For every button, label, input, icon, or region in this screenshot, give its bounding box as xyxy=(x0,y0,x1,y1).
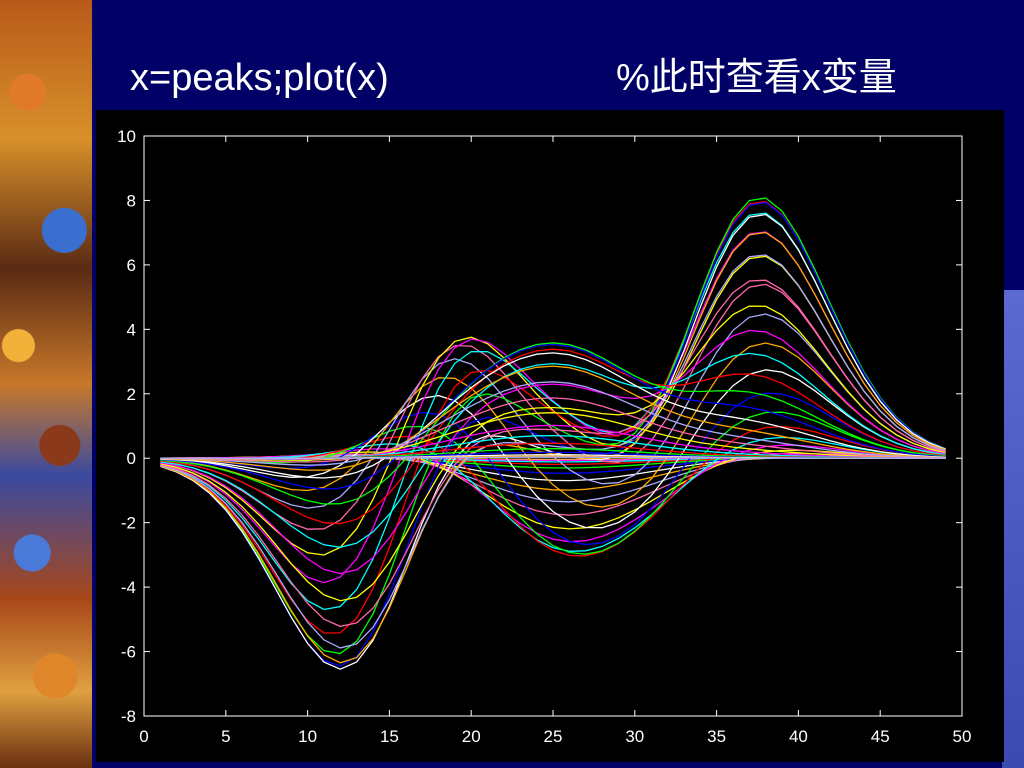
series-line-20 xyxy=(160,283,946,530)
series-line-31 xyxy=(160,305,946,602)
slide-title: x=peaks;plot(x) %此时查看x变量 xyxy=(130,52,960,108)
plot-panel: 0 5 10 15 20 25 30 35 40 45 50 -8 -6 -4 -2 0 2 4 6 8 10 xyxy=(96,110,1004,762)
series-line-32 xyxy=(160,329,946,575)
x-tick-label: 45 xyxy=(871,727,890,746)
x-tick-label: 50 xyxy=(953,727,972,746)
title-comment: %此时查看x变量 xyxy=(616,57,897,99)
x-tick-label: 10 xyxy=(298,727,317,746)
series-line-33 xyxy=(160,352,946,548)
x-tick-label: 35 xyxy=(707,727,726,746)
x-tick-label: 30 xyxy=(625,727,644,746)
line-chart: 0 5 10 15 20 25 30 35 40 45 50 -8 -6 -4 -2 0 2 4 6 8 10 xyxy=(117,127,972,746)
series-line-38 xyxy=(160,365,946,471)
y-tick-label: 0 xyxy=(127,449,136,468)
series-line-17 xyxy=(160,369,946,529)
series-line-16 xyxy=(160,392,946,546)
series-line-49 xyxy=(160,456,946,459)
series-line-35 xyxy=(160,342,946,505)
series-line-37 xyxy=(160,352,946,479)
y-tick-label: -2 xyxy=(121,514,136,533)
series-line-29 xyxy=(160,254,946,649)
y-tick-label: -6 xyxy=(121,643,136,662)
series-line-26 xyxy=(160,201,946,667)
x-tick-label: 20 xyxy=(462,727,481,746)
decorative-side-accent xyxy=(1002,290,1024,768)
y-tick-label: -8 xyxy=(121,707,136,726)
y-tick-label: 10 xyxy=(117,127,136,146)
y-tick-label: 2 xyxy=(127,385,136,404)
series-line-41 xyxy=(160,412,946,461)
y-tick-label: -4 xyxy=(121,578,136,597)
series-line-18 xyxy=(160,342,946,508)
series-line-39 xyxy=(160,381,946,466)
series-line-36 xyxy=(160,343,946,490)
x-tick-label: 5 xyxy=(221,727,230,746)
series-line-40 xyxy=(160,397,946,463)
series-line-34 xyxy=(160,348,946,525)
y-tick-label: 6 xyxy=(127,256,136,275)
x-tick-label: 40 xyxy=(789,727,808,746)
y-tick-label: 8 xyxy=(127,191,136,210)
x-tick-label: 25 xyxy=(544,727,563,746)
series-line-24 xyxy=(160,200,946,634)
series-line-12 xyxy=(160,444,946,543)
series-line-13 xyxy=(160,436,946,552)
y-tick-label: 4 xyxy=(127,320,136,339)
series-line-28 xyxy=(160,231,946,664)
series-line-30 xyxy=(160,279,946,628)
x-tick-label: 0 xyxy=(139,727,148,746)
title-code: x=peaks;plot(x) xyxy=(130,57,389,99)
decorative-background-strip xyxy=(0,0,92,768)
x-tick-label: 15 xyxy=(380,727,399,746)
